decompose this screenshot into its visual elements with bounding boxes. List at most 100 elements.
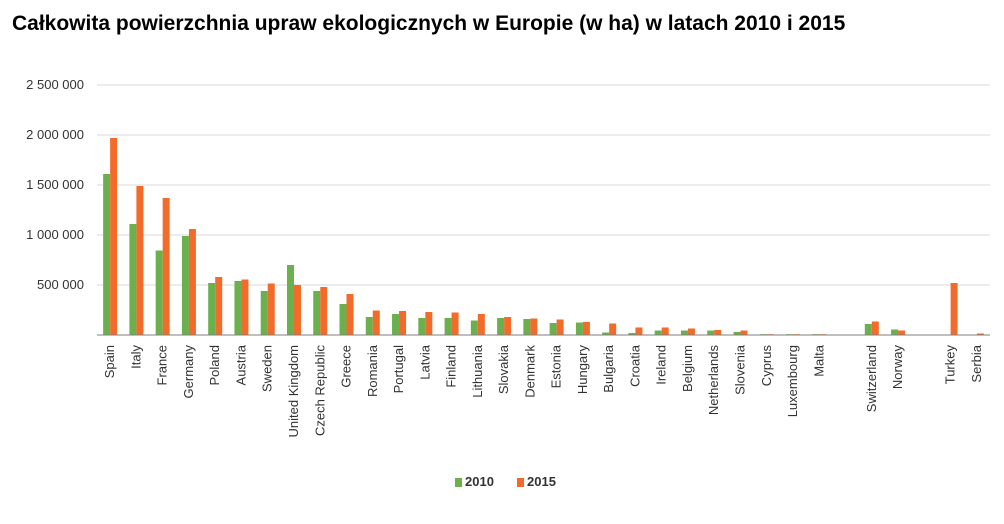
x-tick-label: Turkey (943, 345, 958, 385)
bar-2015 (661, 327, 669, 335)
bar-2015 (241, 279, 249, 335)
x-tick-label: Luxembourg (785, 345, 800, 417)
bar-2010 (286, 265, 294, 335)
bar-2010 (313, 291, 321, 335)
x-tick-label: Spain (102, 345, 117, 378)
x-tick-label: France (155, 345, 170, 385)
bar-2010 (707, 330, 715, 335)
bars (103, 138, 984, 335)
bar-2015 (399, 311, 407, 335)
x-tick-label: Romania (365, 344, 380, 397)
x-tick-label: Norway (890, 345, 905, 390)
bar-2015 (609, 323, 617, 335)
x-tick-label: Sweden (260, 345, 275, 392)
x-tick-label: Malta (811, 344, 826, 377)
y-tick-label: 2 000 000 (26, 127, 84, 142)
x-tick-label: Ireland (654, 345, 669, 385)
x-tick-label: Slovakia (496, 344, 511, 394)
bar-2010 (680, 330, 688, 335)
bar-2015 (110, 138, 118, 335)
gridlines (97, 84, 990, 286)
bar-2015 (215, 277, 223, 335)
y-tick-label: 500 000 (37, 277, 84, 292)
bar-2010 (602, 332, 610, 335)
y-tick-label: 2 500 000 (26, 77, 84, 92)
x-tick-label: Estonia (549, 344, 564, 388)
bar-2010 (260, 291, 268, 335)
x-tick-label: Czech Republic (312, 345, 327, 437)
bar-2015 (136, 186, 144, 335)
bar-2010 (208, 283, 216, 335)
bar-2010 (181, 236, 189, 335)
bar-2015 (477, 314, 485, 335)
y-tick-label: 1 000 000 (26, 227, 84, 242)
x-tick-label: Cyprus (759, 345, 774, 387)
bar-2015 (635, 327, 643, 335)
bar-2015 (451, 312, 459, 335)
legend-label: 2010 (465, 474, 494, 489)
bar-2015 (582, 322, 590, 335)
bar-2015 (950, 283, 958, 335)
bar-2015 (898, 330, 906, 335)
x-tick-label: Lithuania (470, 344, 485, 398)
bar-2015 (320, 287, 328, 335)
x-tick-label: Austria (233, 344, 248, 385)
bar-2010 (891, 329, 899, 335)
x-tick-label: Belgium (680, 345, 695, 392)
legend: 2010 2015 (455, 474, 556, 489)
bar-2010 (155, 250, 163, 335)
legend-swatch (517, 478, 524, 487)
bar-2010 (733, 332, 741, 335)
bar-2010 (575, 322, 583, 335)
x-tick-label: Poland (207, 345, 222, 385)
bar-2015 (188, 229, 196, 335)
bar-2010 (392, 314, 400, 335)
bar-2015 (162, 198, 170, 335)
bar-2015 (556, 319, 564, 335)
x-tick-label: Denmark (522, 345, 537, 398)
x-tick-label: Netherlands (706, 345, 721, 416)
x-tick-label: Italy (128, 345, 143, 369)
bar-2010 (129, 224, 137, 335)
bar-2010 (234, 281, 242, 335)
x-tick-label: Croatia (627, 344, 642, 387)
bar-2010 (497, 318, 505, 335)
y-axis: 2 500 000 2 000 000 1 500 000 1 000 000 500 … (26, 77, 84, 292)
x-axis: Spain Italy France Germany Poland Austria Swed… (97, 334, 990, 438)
bar-2015 (714, 330, 722, 335)
bar-2015 (504, 317, 512, 335)
bar-2015 (346, 294, 354, 335)
legend-label: 2015 (527, 474, 556, 489)
x-tick-label: Switzerland (864, 345, 879, 412)
bar-2015 (293, 285, 301, 335)
x-tick-label: Germany (181, 345, 196, 399)
x-tick-label: Bulgaria (601, 344, 616, 392)
legend-swatch (455, 478, 462, 487)
x-tick-label: Hungary (575, 345, 590, 395)
y-tick-label: 1 500 000 (26, 177, 84, 192)
bar-2015 (267, 283, 275, 335)
bar-2015 (871, 321, 879, 335)
bar-2010 (628, 333, 636, 335)
bar-2010 (470, 320, 478, 335)
bar-2010 (103, 174, 111, 335)
bar-2015 (372, 310, 380, 335)
x-tick-label: Serbia (969, 344, 984, 382)
x-tick-label: Latvia (417, 344, 432, 379)
x-tick-label: Portugal (391, 345, 406, 394)
chart-title: Całkowita powierzchnia upraw ekologiczny… (12, 12, 846, 35)
bar-2010 (418, 318, 426, 335)
bar-2015 (425, 312, 433, 335)
bar-2010 (549, 323, 557, 335)
bar-2015 (740, 330, 748, 335)
bar-2015 (687, 328, 695, 335)
x-tick-label: United Kingdom (286, 345, 301, 438)
bar-2015 (530, 318, 538, 335)
bar-2010 (523, 319, 531, 335)
bar-2010 (339, 304, 347, 335)
x-tick-label: Greece (339, 345, 354, 388)
x-tick-label: Slovenia (732, 344, 747, 395)
bar-2010 (444, 318, 452, 335)
x-tick-label: Finland (444, 345, 459, 388)
